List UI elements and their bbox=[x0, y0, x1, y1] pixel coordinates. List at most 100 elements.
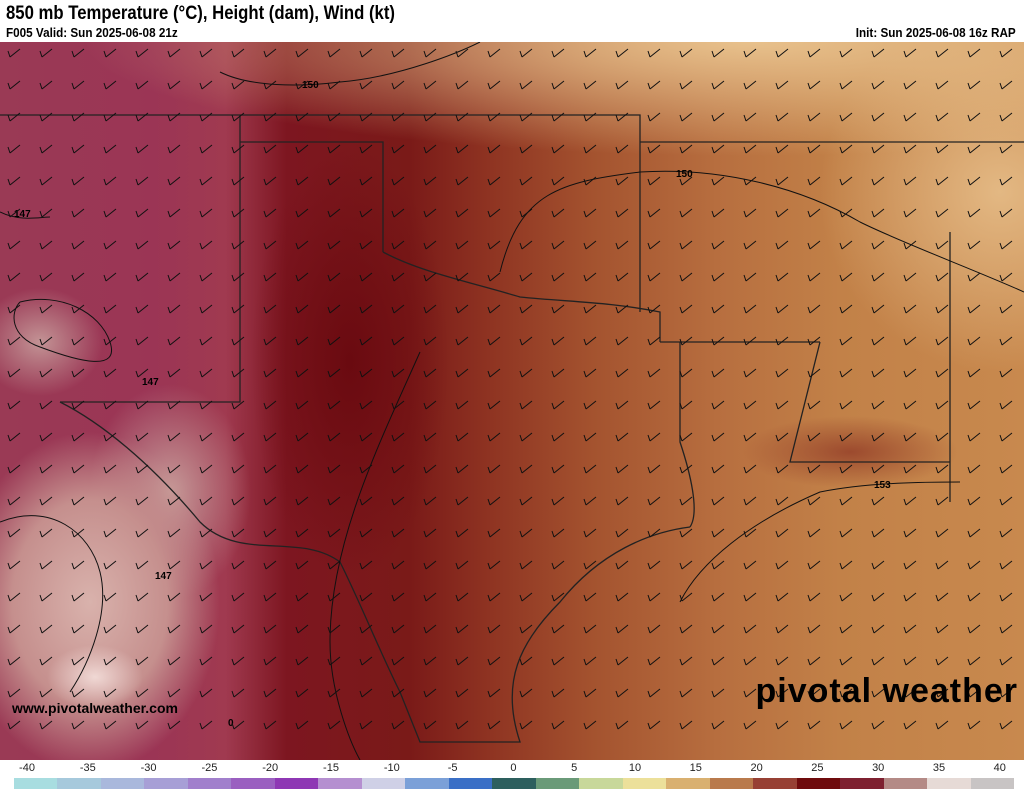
wind-barb bbox=[391, 560, 405, 570]
wind-barb bbox=[967, 272, 981, 282]
wind-barb bbox=[711, 464, 725, 474]
wind-barb bbox=[39, 368, 53, 378]
wind-barb bbox=[167, 560, 181, 570]
wind-barb bbox=[135, 368, 149, 378]
wind-barb bbox=[839, 496, 853, 506]
wind-barb bbox=[295, 272, 309, 282]
wind-barb bbox=[679, 112, 693, 122]
wind-barb bbox=[871, 720, 885, 730]
wind-barb bbox=[551, 496, 565, 506]
wind-barb bbox=[231, 112, 245, 122]
wind-barb bbox=[7, 144, 21, 154]
wind-barb bbox=[999, 464, 1013, 474]
wind-barb bbox=[519, 368, 533, 378]
wind-barb bbox=[7, 592, 21, 602]
wind-barb bbox=[615, 688, 629, 698]
wind-barb bbox=[423, 48, 437, 58]
valid-time: F005 Valid: Sun 2025-06-08 21z bbox=[6, 25, 178, 40]
wind-barb bbox=[103, 336, 117, 346]
wind-barb bbox=[903, 48, 917, 58]
temperature-colorbar bbox=[14, 778, 1015, 789]
wind-barb bbox=[807, 720, 821, 730]
colorbar-segment bbox=[579, 778, 623, 789]
wind-barb bbox=[967, 240, 981, 250]
wind-barb bbox=[647, 560, 661, 570]
wind-barb bbox=[231, 720, 245, 730]
wind-barb bbox=[519, 176, 533, 186]
wind-barb bbox=[743, 240, 757, 250]
wind-barb bbox=[871, 48, 885, 58]
wind-barb bbox=[71, 592, 85, 602]
wind-barb bbox=[935, 48, 949, 58]
wind-barb bbox=[263, 656, 277, 666]
wind-barb bbox=[743, 304, 757, 314]
wind-barb bbox=[871, 432, 885, 442]
wind-barb bbox=[999, 304, 1013, 314]
wind-barb bbox=[423, 208, 437, 218]
wind-barb bbox=[743, 432, 757, 442]
state-borders bbox=[0, 114, 1024, 743]
wind-barb bbox=[391, 432, 405, 442]
wind-barb bbox=[263, 720, 277, 730]
wind-barb bbox=[871, 272, 885, 282]
wind-barb bbox=[167, 624, 181, 634]
wind-barb bbox=[231, 496, 245, 506]
wind-barb bbox=[7, 432, 21, 442]
wind-barb bbox=[39, 176, 53, 186]
wind-barb bbox=[359, 112, 373, 122]
wind-barb bbox=[871, 368, 885, 378]
wind-barb bbox=[615, 112, 629, 122]
wind-barb bbox=[551, 656, 565, 666]
wind-barb bbox=[679, 208, 693, 218]
wind-barb bbox=[807, 144, 821, 154]
wind-barb bbox=[135, 528, 149, 538]
wind-barb bbox=[103, 304, 117, 314]
wind-barb bbox=[7, 720, 21, 730]
colorbar-tick: 20 bbox=[750, 762, 763, 774]
wind-barb bbox=[295, 304, 309, 314]
wind-barb bbox=[583, 336, 597, 346]
wind-barb bbox=[327, 304, 341, 314]
wind-barb bbox=[775, 304, 789, 314]
wind-barb bbox=[775, 656, 789, 666]
wind-barb bbox=[359, 432, 373, 442]
wind-barb bbox=[551, 208, 565, 218]
wind-barb bbox=[519, 592, 533, 602]
wind-barb bbox=[327, 208, 341, 218]
wind-barb bbox=[167, 592, 181, 602]
wind-barb bbox=[935, 144, 949, 154]
wind-barb bbox=[615, 528, 629, 538]
wind-barb bbox=[839, 528, 853, 538]
wind-barb bbox=[39, 624, 53, 634]
wind-barb bbox=[263, 560, 277, 570]
wind-barb bbox=[999, 80, 1013, 90]
wind-barb bbox=[615, 208, 629, 218]
wind-barb bbox=[7, 176, 21, 186]
wind-barb bbox=[455, 688, 469, 698]
wind-barb bbox=[39, 656, 53, 666]
wind-barb bbox=[39, 432, 53, 442]
wind-barb bbox=[551, 432, 565, 442]
wind-barb bbox=[263, 240, 277, 250]
wind-barb bbox=[839, 400, 853, 410]
wind-barb bbox=[199, 720, 213, 730]
wind-barb bbox=[71, 80, 85, 90]
wind-barb bbox=[711, 240, 725, 250]
wind-barb bbox=[199, 656, 213, 666]
colorbar-segment bbox=[361, 778, 406, 789]
wind-barb bbox=[39, 272, 53, 282]
wind-barb bbox=[199, 80, 213, 90]
wind-barb bbox=[455, 272, 469, 282]
wind-barb bbox=[487, 592, 501, 602]
wind-barb bbox=[871, 656, 885, 666]
wind-barb bbox=[711, 144, 725, 154]
wind-barb bbox=[903, 688, 917, 698]
wind-barb bbox=[167, 400, 181, 410]
wind-barb bbox=[359, 208, 373, 218]
wind-barb bbox=[775, 368, 789, 378]
wind-barb bbox=[679, 144, 693, 154]
wind-barb bbox=[135, 624, 149, 634]
wind-barb bbox=[967, 560, 981, 570]
wind-barb bbox=[999, 496, 1013, 506]
wind-barb bbox=[487, 528, 501, 538]
